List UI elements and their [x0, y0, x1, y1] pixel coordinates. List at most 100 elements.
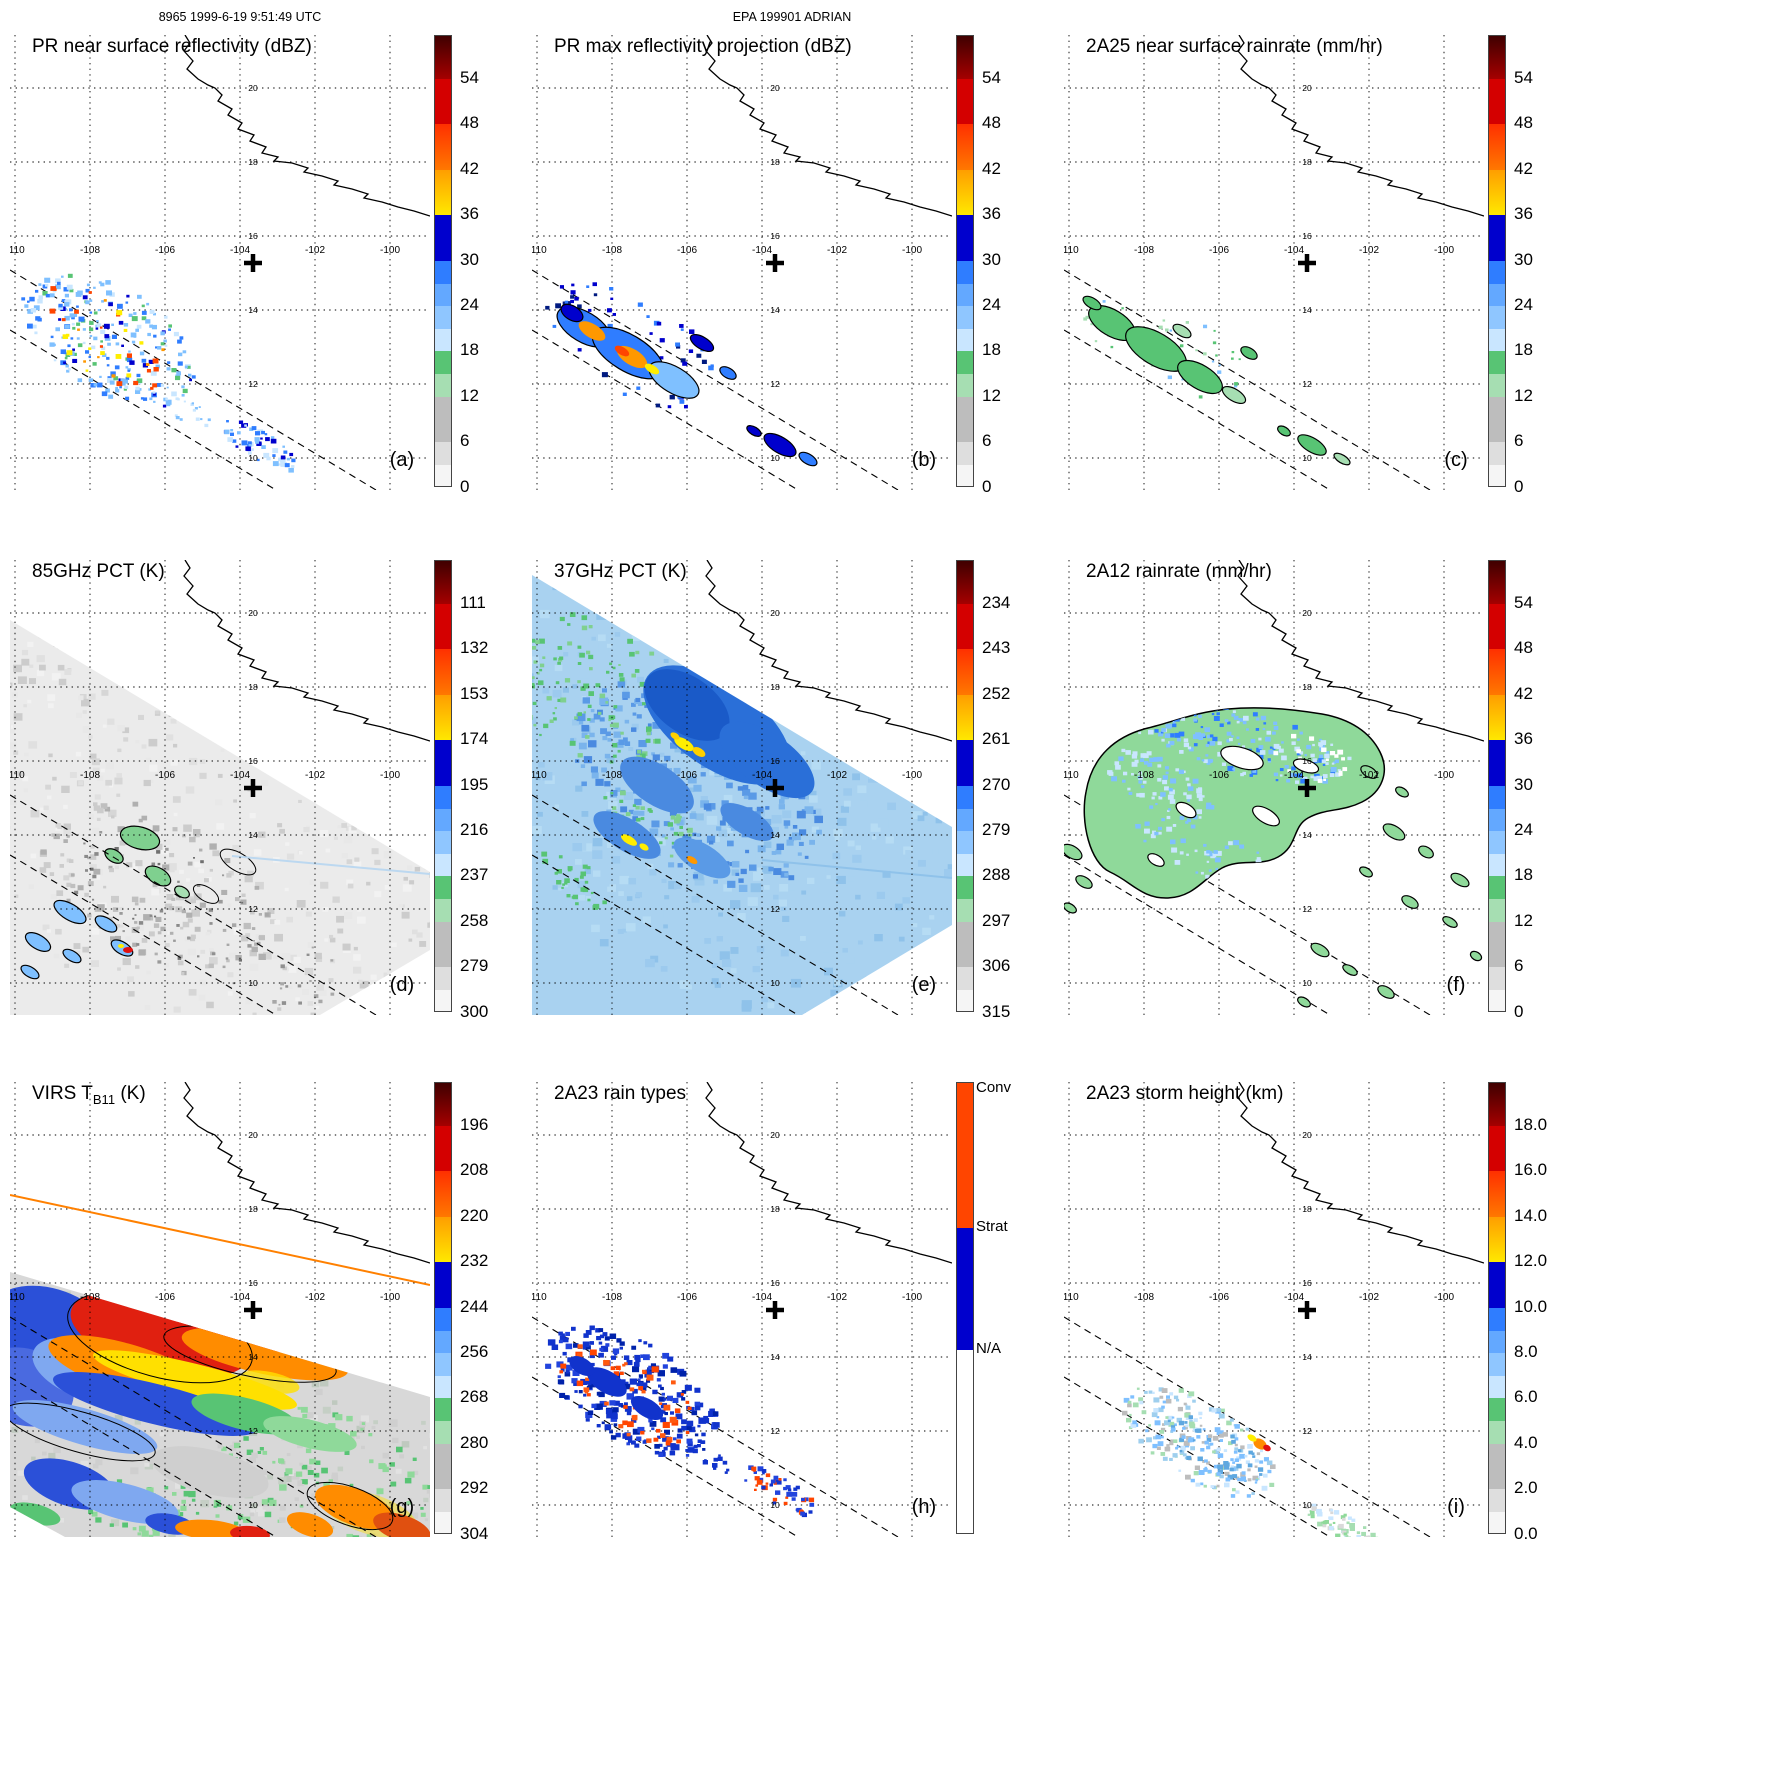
- svg-text:10: 10: [770, 1500, 780, 1510]
- geo-labels: -110 -108 -106 -104 -102 -100 20 18 16 14 12 10: [532, 1130, 922, 1510]
- blob: [630, 1395, 664, 1421]
- svg-text:12: 12: [1302, 379, 1312, 389]
- colorbar-segment: [435, 374, 451, 397]
- colorbar-d: [434, 560, 452, 1012]
- blob: [1064, 843, 1083, 861]
- data-layer: [1082, 295, 1351, 466]
- blob: [10, 1402, 156, 1462]
- storm-center-marker: [244, 779, 262, 797]
- blob: [670, 732, 680, 740]
- colorbar-segment: [435, 561, 451, 604]
- speckle-group: [532, 612, 692, 764]
- grid-lines: [10, 35, 430, 490]
- svg-text:-110: -110: [532, 245, 547, 256]
- colorbar-tick: 14.0: [1514, 1205, 1548, 1225]
- colorbar-tick: 244: [460, 1296, 489, 1316]
- colorbar-tick: 36: [982, 204, 1001, 224]
- colorbar-segment: [1489, 899, 1505, 922]
- colorbar-tick: 315: [982, 1001, 1011, 1021]
- storm-center-marker: [1298, 254, 1316, 272]
- svg-text:-106: -106: [155, 1292, 175, 1303]
- colorbar-segment: [1489, 465, 1505, 486]
- svg-text:-104: -104: [752, 1292, 772, 1303]
- svg-text:-106: -106: [155, 245, 175, 256]
- colorbar-tick: 18.0: [1514, 1115, 1548, 1134]
- colorbar-segment: [957, 36, 973, 79]
- blob: [1147, 853, 1165, 867]
- colorbar-segment: [435, 876, 451, 900]
- colorbar-tick: 18: [460, 340, 479, 360]
- svg-text:-108: -108: [602, 1292, 622, 1303]
- blob: [719, 721, 815, 799]
- panel-title: 2A23 storm height (km): [1086, 1083, 1283, 1105]
- geo-labels: -110 -108 -106 -104 -102 -100 20 18 16 14 12 10: [1064, 83, 1454, 463]
- blob: [644, 363, 660, 375]
- geo-labels: -110 -108 -106 -104 -102 -100 20 18 16 14 12 10: [10, 83, 400, 463]
- blob: [1342, 964, 1358, 976]
- colorbar-segment: [435, 1375, 451, 1399]
- blob: [1221, 385, 1247, 405]
- blob: [24, 932, 52, 952]
- colorbar-tick: 36: [1514, 729, 1533, 749]
- svg-text:20: 20: [1302, 83, 1312, 93]
- title-text: PR near surface reflectivity (dBZ): [32, 36, 312, 57]
- colorbar-tick: 36: [460, 204, 479, 224]
- panel-title: 85GHz PCT (K): [32, 561, 165, 583]
- colorbar-tick: 48: [982, 113, 1001, 133]
- blob: [1220, 745, 1264, 771]
- svg-text:16: 16: [1302, 231, 1312, 241]
- map-d: -110 -108 -106 -104 -102 -100 20 18 16 14 12 10 (d): [10, 560, 430, 1015]
- geo-labels: -110 -108 -106 -104 -102 -100 20 18 16 14 12 10: [532, 83, 922, 463]
- blob: [1401, 895, 1419, 909]
- blob: [578, 321, 606, 341]
- map-g: -110 -108 -106 -104 -102 -100 20 18 16 14 12 10 (g): [10, 1082, 430, 1537]
- colorbar-segment: [1489, 1489, 1505, 1513]
- blob: [620, 756, 694, 814]
- svg-text:20: 20: [770, 608, 780, 618]
- svg-text:-102: -102: [827, 245, 847, 256]
- svg-text:18: 18: [1302, 157, 1312, 167]
- svg-text:-108: -108: [602, 770, 622, 781]
- colorbar-tick: 36: [1514, 204, 1533, 224]
- storm-center-marker: [766, 779, 784, 797]
- colorbar-segment: [957, 1350, 973, 1533]
- colorbar-segment: [1489, 1352, 1505, 1376]
- svg-text:10: 10: [248, 1500, 258, 1510]
- blob: [306, 1481, 394, 1531]
- colorbar-tick: 48: [460, 113, 479, 133]
- colorbar-f: [1488, 560, 1506, 1012]
- blob: [1395, 786, 1409, 798]
- colorbar-tick: 237: [460, 865, 489, 885]
- colorbar-segment: [1489, 1330, 1505, 1353]
- blob: [587, 1367, 627, 1397]
- colorbar-i: [1488, 1082, 1506, 1534]
- swath-edge-lines: [532, 269, 899, 490]
- svg-text:-102: -102: [305, 770, 325, 781]
- colorbar-tick: 132: [460, 638, 489, 658]
- svg-text:16: 16: [770, 231, 780, 241]
- svg-text:-100: -100: [1434, 1292, 1454, 1303]
- title-text: 2A12 rainrate (mm/hr): [1086, 561, 1272, 582]
- colorbar-tick: 12.0: [1514, 1251, 1548, 1271]
- map-f: -110 -108 -106 -104 -102 -100 20 18 16 14 12 10 (f): [1064, 560, 1484, 1015]
- blob: [1263, 1444, 1271, 1452]
- panel-letter: (c): [1444, 449, 1467, 471]
- colorbar-tick: 306: [982, 956, 1011, 976]
- svg-text:18: 18: [248, 682, 258, 692]
- colorbar-segment: [1489, 1083, 1505, 1126]
- svg-text:-104: -104: [1284, 770, 1304, 781]
- colorbar-segment: [957, 215, 973, 261]
- blob: [569, 1356, 595, 1376]
- svg-text:18: 18: [248, 157, 258, 167]
- colorbar-segment: [957, 260, 973, 284]
- blob: [12, 1400, 158, 1454]
- blob: [1240, 346, 1258, 360]
- colorbar-segment: [957, 79, 973, 125]
- svg-text:-100: -100: [380, 770, 400, 781]
- svg-text:-108: -108: [80, 1292, 100, 1303]
- swath-edge-lines: [10, 269, 377, 490]
- colorbar-segment: [1489, 785, 1505, 809]
- map-e: -110 -108 -106 -104 -102 -100 20 18 16 14 12 10 (e): [532, 560, 952, 1015]
- colorbar-segment: [435, 305, 451, 329]
- svg-text:-102: -102: [1359, 1292, 1379, 1303]
